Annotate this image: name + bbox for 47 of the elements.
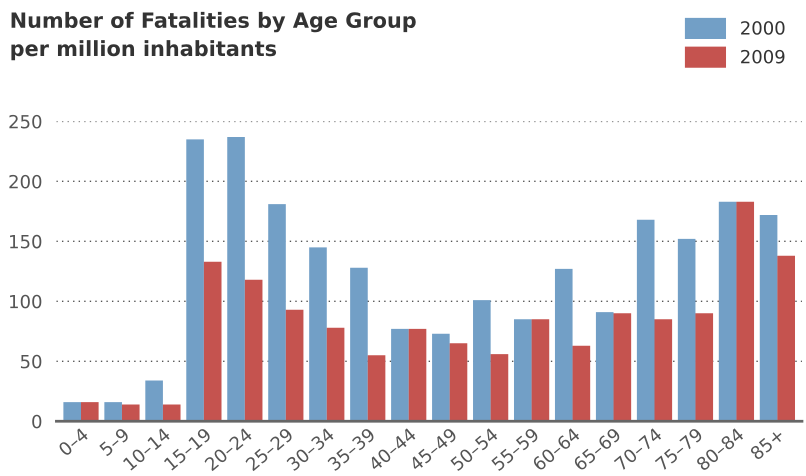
bar	[532, 319, 550, 422]
bar	[286, 310, 304, 422]
y-tick-label: 150	[10, 234, 42, 248]
y-tick-label: 200	[9, 174, 42, 188]
bar	[350, 268, 368, 422]
bar	[636, 220, 654, 422]
y-tick-label: 250	[9, 114, 42, 128]
bar	[326, 328, 344, 422]
chart-title: Number of Fatalities by Age Group per million inhabitants	[11, 12, 416, 60]
bar	[227, 136, 245, 422]
bar	[572, 346, 590, 422]
bar	[162, 404, 181, 422]
bar	[104, 402, 122, 422]
bar	[81, 402, 99, 422]
bar	[186, 139, 204, 422]
bar	[678, 238, 696, 422]
bar	[736, 202, 754, 422]
bar	[408, 328, 426, 422]
bar	[490, 354, 508, 422]
x-tick-label: 85+	[749, 428, 785, 461]
bar	[514, 319, 532, 422]
bar	[718, 202, 736, 422]
bar	[204, 262, 222, 422]
bar	[614, 313, 632, 422]
bar	[596, 312, 614, 422]
bar	[145, 380, 163, 422]
bar	[695, 313, 714, 422]
bar	[432, 334, 450, 422]
legend-label: 2000	[741, 21, 785, 35]
bar	[244, 280, 262, 422]
bar	[760, 214, 778, 422]
bar	[268, 204, 286, 422]
bar	[654, 319, 672, 422]
y-tick-label: 0	[32, 414, 42, 428]
bar	[391, 328, 409, 422]
bar	[63, 402, 81, 422]
y-tick-label: 50	[20, 354, 42, 368]
bar	[450, 343, 468, 422]
legend-label: 2009	[741, 50, 784, 64]
bar	[368, 355, 386, 422]
bar	[309, 247, 327, 422]
y-tick-label: 100	[10, 294, 42, 308]
x-tick-label: 0–4	[58, 427, 90, 457]
bar	[554, 268, 573, 422]
bar	[777, 256, 796, 422]
bar	[473, 300, 491, 422]
bar	[122, 404, 140, 422]
